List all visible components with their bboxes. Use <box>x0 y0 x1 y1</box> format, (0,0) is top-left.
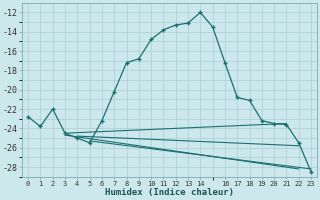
X-axis label: Humidex (Indice chaleur): Humidex (Indice chaleur) <box>105 188 234 197</box>
